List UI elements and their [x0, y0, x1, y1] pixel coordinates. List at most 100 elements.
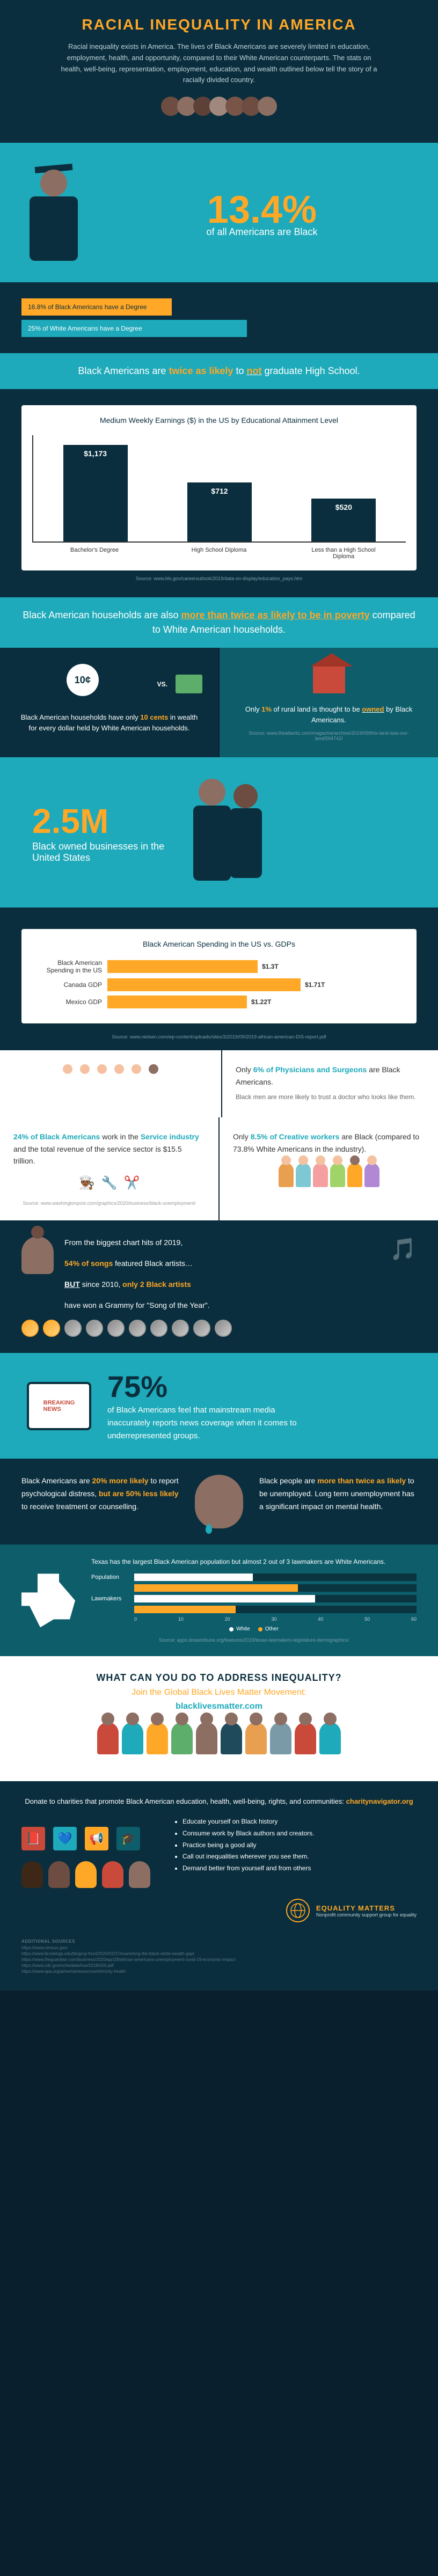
singer-illustration — [21, 1236, 54, 1274]
poverty-statement: Black American households are also more … — [0, 597, 438, 648]
logo-row: EQUALITY MATTERS Nonprofit community sup… — [21, 1899, 417, 1922]
actions-list: Educate yourself on Black history Consum… — [172, 1816, 314, 1874]
spend-row-2: Mexico GDP $1.22T — [32, 996, 406, 1008]
creative-people — [233, 1163, 425, 1187]
disc — [64, 1320, 82, 1337]
action-item: Practice being a good ally — [182, 1840, 314, 1851]
tools-icon: ✂️ — [123, 1173, 140, 1194]
disc — [150, 1320, 167, 1337]
degree-section: 16.8% of Black Americans have a Degree 2… — [0, 282, 438, 353]
globe-icon — [286, 1899, 310, 1922]
spending-section: Black American Spending in the US vs. GD… — [0, 908, 438, 1050]
action-item: Demand better from yourself and from oth… — [182, 1863, 314, 1875]
service-col: 24% of Black Americans work in the Servi… — [0, 1117, 218, 1220]
degree-bar-black: 16.8% of Black Americans have a Degree — [21, 298, 172, 316]
news-text: of Black Americans feel that mainstream … — [107, 1404, 311, 1443]
disc-row — [21, 1320, 417, 1337]
disc — [193, 1320, 210, 1337]
texas-section: Texas has the largest Black American pop… — [0, 1545, 438, 1656]
physicians-col — [0, 1050, 221, 1117]
spending-chart: Black American Spending in the US vs. GD… — [21, 929, 417, 1023]
news-section: BREAKINGNEWS 75% of Black Americans feel… — [0, 1353, 438, 1459]
physicians-sub: Black men are more likely to trust a doc… — [236, 1092, 425, 1102]
cta-title: WHAT CAN YOU DO TO ADDRESS INEQUALITY? — [16, 1672, 422, 1684]
texas-intro: Texas has the largest Black American pop… — [91, 1558, 417, 1565]
unemployment-text: Black people are more than twice as like… — [259, 1475, 417, 1528]
cta-join: Join the Global Black Lives Matter Movem… — [16, 1688, 422, 1697]
disc — [129, 1320, 146, 1337]
earnings-chart: Medium Weekly Earnings ($) in the US by … — [21, 405, 417, 570]
wealth-col: 10¢ VS. Black American households have o… — [0, 648, 218, 757]
logo-text: EQUALITY MATTERS — [316, 1904, 417, 1912]
coin-icon: 10¢ — [67, 664, 99, 696]
disc — [86, 1320, 103, 1337]
footer-section: Donate to charities that promote Black A… — [0, 1781, 438, 1990]
earn-label-1: High School Diploma — [181, 547, 257, 560]
wealth-land-row: 10¢ VS. Black American households have o… — [0, 648, 438, 757]
cta-link[interactable]: blacklivesmatter.com — [16, 1702, 422, 1711]
cta-section: WHAT CAN YOU DO TO ADDRESS INEQUALITY? J… — [0, 1656, 438, 1781]
earn-label-2: Less than a High School Diploma — [306, 547, 381, 560]
pct-black-value: 13.4% — [107, 188, 417, 232]
texas-source: Source: apps.texastribune.org/features/2… — [91, 1637, 417, 1643]
hs-statement: Black Americans are twice as likely to n… — [0, 353, 438, 389]
header-people-illustration — [21, 97, 417, 116]
heart-icon: 💙 — [53, 1827, 77, 1850]
spending-title: Black American Spending in the US vs. GD… — [32, 940, 406, 948]
land-text: Only 1% of rural land is thought to be o… — [236, 704, 422, 725]
texas-row-pop: Population — [91, 1574, 417, 1581]
biz-label: Black owned businesses in the United Sta… — [32, 841, 172, 863]
disc-gold — [21, 1320, 39, 1337]
earn-bar-0: $1,173 — [63, 445, 128, 541]
physicians-row: Only 6% of Physicians and Surgeons are B… — [0, 1050, 438, 1117]
service-source: Source: www.washingtonpost.com/graphics/… — [13, 1199, 205, 1207]
biz-section: 2.5M Black owned businesses in the Unite… — [0, 757, 438, 908]
barn-icon — [313, 664, 345, 696]
dollar-icon — [176, 675, 202, 693]
sad-face-illustration — [195, 1475, 243, 1528]
earnings-title: Medium Weekly Earnings ($) in the US by … — [32, 416, 406, 425]
intro-text: Racial inequality exists in America. The… — [58, 41, 380, 86]
distress-text: Black Americans are 20% more likely to r… — [21, 1475, 179, 1528]
wrench-icon: 🔧 — [101, 1173, 118, 1194]
texas-legend: White Other — [91, 1626, 417, 1632]
biz-value: 2.5M — [32, 801, 172, 841]
grammy-line2: 54% of songs featured Black artists… — [64, 1257, 379, 1270]
charity-link[interactable]: charitynavigator.org — [346, 1797, 413, 1805]
action-item: Call out inequalities wherever you see t… — [182, 1851, 314, 1863]
fist-row — [21, 1861, 150, 1888]
physicians-text: Only 6% of Physicians and Surgeons are B… — [236, 1064, 425, 1088]
earn-label-0: Bachelor's Degree — [57, 547, 132, 560]
texas-axis: 0102030405060 — [91, 1616, 417, 1622]
physicians-text-col: Only 6% of Physicians and Surgeons are B… — [222, 1050, 438, 1117]
wealth-text: Black American households have only 10 c… — [16, 712, 202, 733]
chef-icon: 👨🏾‍🍳 — [79, 1173, 95, 1194]
graduate-illustration — [21, 159, 86, 266]
footer-donate: Donate to charities that promote Black A… — [21, 1797, 417, 1805]
earnings-section: Medium Weekly Earnings ($) in the US by … — [0, 389, 438, 597]
texas-row-law-other — [91, 1606, 417, 1613]
degree-bar-white: 25% of White Americans have a Degree — [21, 320, 247, 337]
service-icons: 👨🏾‍🍳 🔧 ✂️ — [13, 1173, 205, 1194]
creative-col: Only 8.5% of Creative workers are Black … — [220, 1117, 438, 1220]
grammy-section: From the biggest chart hits of 2019, 54%… — [0, 1220, 438, 1353]
texas-chart: Texas has the largest Black American pop… — [91, 1558, 417, 1643]
disc-gold — [43, 1320, 60, 1337]
land-col: Only 1% of rural land is thought to be o… — [220, 648, 438, 757]
disc — [172, 1320, 189, 1337]
doctors-illustration — [16, 1072, 205, 1096]
grammy-line1: From the biggest chart hits of 2019, — [64, 1236, 379, 1249]
earn-bar-2: $520 — [311, 499, 376, 541]
creative-text: Only 8.5% of Creative workers are Black … — [233, 1131, 425, 1155]
cta-people — [16, 1722, 422, 1754]
disc — [215, 1320, 232, 1337]
megaphone-icon: 📢 — [85, 1827, 108, 1850]
footer-icon-row: 📕 💙 📢 🎓 — [21, 1827, 150, 1850]
main-title: RACIAL INEQUALITY IN AMERICA — [21, 16, 417, 33]
addl-sources: ADDITIONAL SOURCES https://www.census.go… — [21, 1938, 417, 1974]
texas-row-pop-other — [91, 1584, 417, 1592]
earn-bar-1: $712 — [187, 482, 252, 541]
news-value: 75% — [107, 1369, 311, 1404]
vs-label: VS. — [157, 680, 167, 688]
distress-section: Black Americans are 20% more likely to r… — [0, 1459, 438, 1545]
